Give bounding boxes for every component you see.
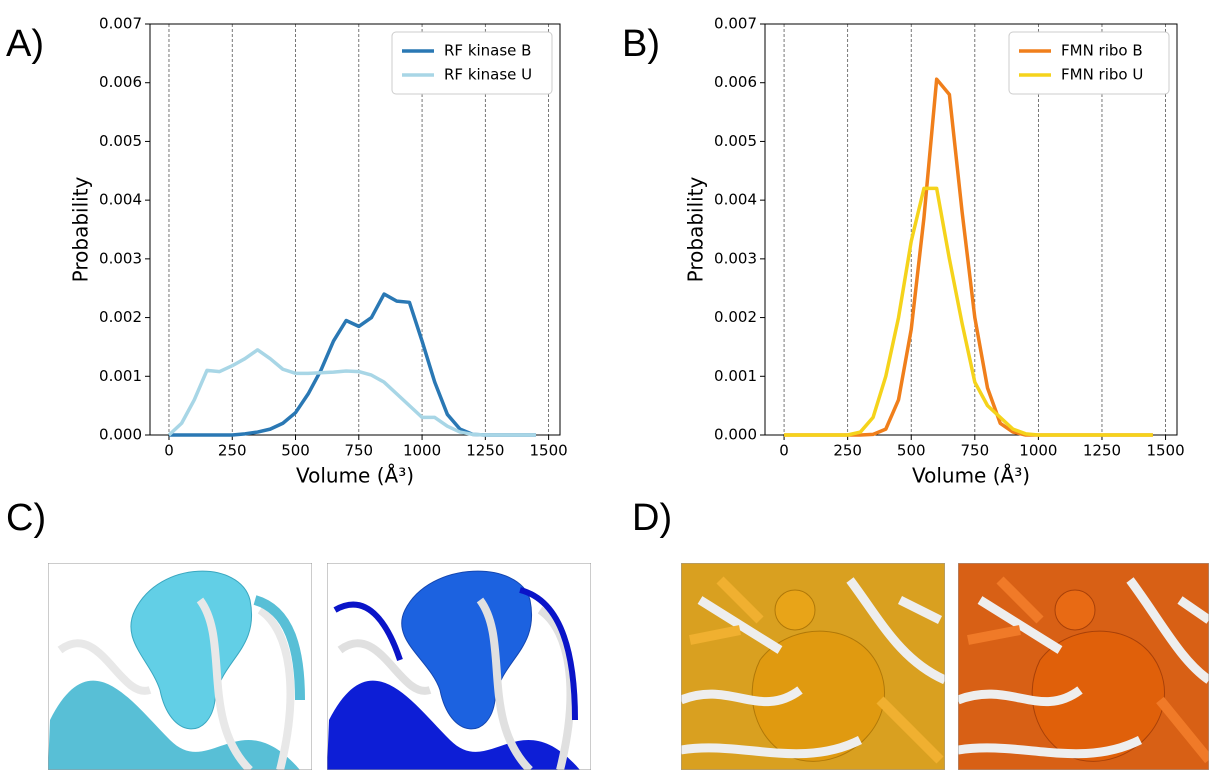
x-tick-label: 750 — [960, 442, 989, 460]
x-axis-label: Volume (Å³) — [296, 464, 414, 488]
y-tick-label: 0.005 — [714, 132, 757, 150]
panel-label: B) — [622, 23, 660, 65]
y-axis-label: Probability — [69, 176, 93, 282]
x-tick-label: 500 — [897, 442, 926, 460]
y-tick-label: 0.006 — [714, 73, 757, 91]
y-tick-label: 0.002 — [714, 308, 757, 326]
y-tick-label: 0.000 — [714, 426, 757, 444]
y-tick-label: 0.003 — [714, 249, 757, 267]
y-tick-label: 0.002 — [99, 308, 142, 326]
series-line — [784, 188, 1153, 435]
y-tick-label: 0.005 — [99, 132, 142, 150]
structure-image — [958, 563, 1209, 770]
panel-label: D) — [632, 497, 672, 539]
structure-image — [48, 563, 312, 770]
y-tick-label: 0.001 — [714, 367, 757, 385]
x-tick-label: 0 — [164, 442, 174, 460]
legend-label: RF kinase B — [444, 42, 531, 60]
legend-label: FMN ribo U — [1061, 66, 1143, 84]
x-tick-label: 0 — [779, 442, 789, 460]
y-axis-label: Probability — [684, 176, 708, 282]
y-tick-label: 0.006 — [99, 73, 142, 91]
y-tick-label: 0.007 — [99, 15, 142, 33]
y-tick-label: 0.007 — [714, 15, 757, 33]
y-tick-label: 0.003 — [99, 249, 142, 267]
y-tick-label: 0.004 — [99, 191, 142, 209]
panel-label: A) — [6, 23, 44, 65]
y-tick-label: 0.004 — [714, 191, 757, 209]
x-tick-label: 250 — [218, 442, 247, 460]
legend-label: FMN ribo B — [1061, 42, 1143, 60]
legend-label: RF kinase U — [444, 66, 532, 84]
x-tick-label: 1000 — [1019, 442, 1057, 460]
structure-image — [327, 563, 591, 770]
x-tick-label: 750 — [344, 442, 373, 460]
figure: A) B) C) D) 02505007501 — [0, 0, 1209, 770]
y-tick-label: 0.001 — [99, 367, 142, 385]
x-axis-label: Volume (Å³) — [912, 464, 1030, 488]
structure-image — [681, 563, 945, 770]
y-tick-label: 0.000 — [99, 426, 142, 444]
x-tick-label: 1250 — [1083, 442, 1121, 460]
x-tick-label: 1000 — [403, 442, 441, 460]
series-line — [169, 350, 536, 435]
x-tick-label: 250 — [833, 442, 862, 460]
panel-label: C) — [6, 497, 46, 539]
x-tick-label: 1250 — [466, 442, 504, 460]
x-tick-label: 1500 — [1146, 442, 1184, 460]
series-line — [169, 294, 536, 435]
series-line — [784, 79, 1153, 435]
x-tick-label: 1500 — [530, 442, 568, 460]
x-tick-label: 500 — [281, 442, 310, 460]
